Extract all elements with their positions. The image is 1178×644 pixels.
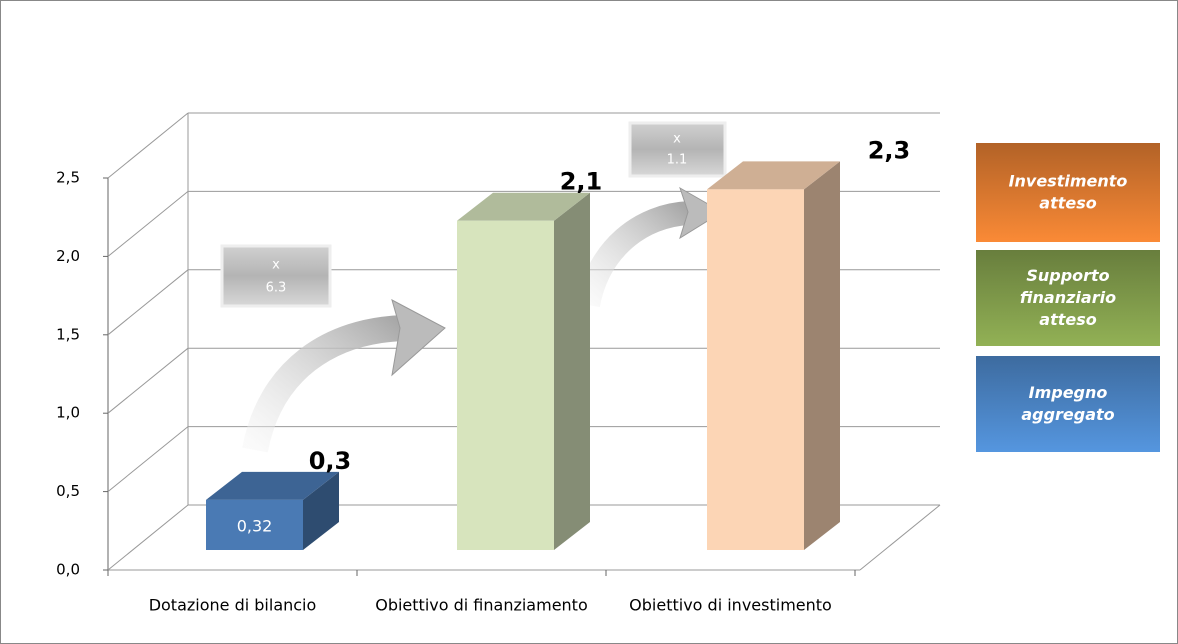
y-tick-label: 0,0 <box>56 561 80 579</box>
grid-line <box>107 191 189 257</box>
grid-line <box>107 269 189 336</box>
y-tick-label: 1,5 <box>56 325 80 343</box>
growth-arrow <box>242 315 406 453</box>
bar-side <box>804 161 840 551</box>
grid-line <box>107 347 189 414</box>
annotation-text: 6.3 <box>266 281 287 296</box>
annotation-box <box>628 121 727 178</box>
bar <box>206 499 303 550</box>
floor-right <box>859 504 941 571</box>
legend-swatch <box>976 250 1160 346</box>
inner-label: 0,32 <box>237 516 273 535</box>
grid-line <box>107 504 189 571</box>
bar <box>457 220 554 550</box>
annotation-text: x <box>272 258 280 273</box>
grid-line <box>107 112 189 179</box>
x-tick-label: Dotazione di bilancio <box>149 596 317 615</box>
y-tick-label: 1,0 <box>56 404 80 422</box>
y-tick-label: 2,5 <box>56 169 80 187</box>
annotation-text: x <box>673 132 681 147</box>
bar-side <box>554 192 590 550</box>
bar-side <box>303 471 339 550</box>
legend-label: Supporto finanziario atteso <box>1020 266 1116 329</box>
annotation-text: 1.1 <box>667 153 688 168</box>
bar-top <box>707 161 840 190</box>
value-label: 0,3 <box>309 447 352 475</box>
grid-line <box>107 426 189 492</box>
legend-label: Investimento atteso <box>1009 171 1128 212</box>
value-label: 2,1 <box>560 168 603 196</box>
legend-label: Impegno aggregato <box>1021 383 1114 424</box>
legend-swatch <box>976 356 1160 452</box>
annotation-box <box>220 244 332 308</box>
x-tick-label: Obiettivo di finanziamento <box>375 596 588 615</box>
bar-top <box>457 192 590 221</box>
x-tick-label: Obiettivo di investimento <box>629 596 832 615</box>
bar-top <box>206 471 339 500</box>
growth-arrow <box>576 201 691 308</box>
bar <box>707 189 804 551</box>
value-label: 2,3 <box>868 136 911 164</box>
y-tick-label: 2,0 <box>56 247 80 265</box>
arrow-head <box>391 299 446 377</box>
legend-swatch <box>976 143 1160 242</box>
y-tick-label: 0,5 <box>56 482 80 500</box>
